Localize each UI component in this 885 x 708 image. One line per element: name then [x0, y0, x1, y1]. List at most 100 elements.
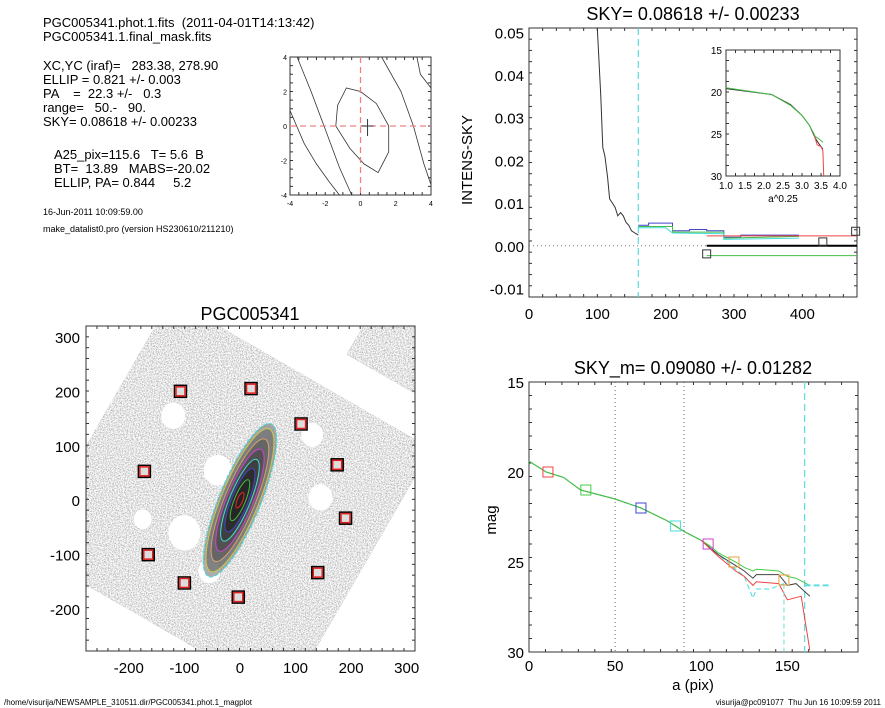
x-tick-label: 0 — [359, 201, 363, 208]
x-tick-label: 50 — [607, 658, 624, 675]
x-tick-label: -100 — [169, 660, 199, 677]
masked-star — [133, 509, 152, 530]
y-tick-label: 0 — [283, 124, 287, 131]
isophote-marker — [635, 502, 647, 514]
x-tick-label: 200 — [653, 306, 678, 323]
inset-x-tick-label: 1.5 — [738, 181, 752, 192]
isophote-marker — [580, 484, 592, 496]
mag-plot-ylabel: mag — [483, 505, 500, 534]
info-line: XC,YC (iraf)= 283.38, 278.90 — [43, 58, 219, 73]
series-profile — [596, 27, 639, 236]
sky-box — [294, 417, 308, 431]
inset-y-tick-label: 20 — [711, 88, 723, 99]
x-tick-label: 2 — [394, 201, 398, 208]
inset-y-tick-label: 25 — [711, 130, 723, 141]
x-tick-label: 100 — [689, 658, 714, 675]
sky-box — [141, 547, 155, 562]
y-tick-label: 300 — [55, 330, 80, 347]
series-red — [700, 540, 811, 651]
isophote-marker — [728, 556, 740, 568]
sky-box — [177, 576, 192, 590]
x-tick-label: 150 — [775, 658, 800, 675]
x-tick-label: 100 — [283, 660, 308, 677]
sky-box — [231, 590, 246, 604]
x-tick-label: 200 — [339, 660, 364, 677]
mag-plot-title: SKY_m= 0.09080 +/- 0.01282 — [574, 358, 812, 379]
info-program: make_datalist0.pro (version HS230610/211… — [43, 222, 233, 236]
sky-box-inner — [340, 512, 351, 524]
image-area — [86, 326, 415, 651]
sky-box-inner — [312, 567, 323, 578]
isophote-marker — [669, 520, 681, 532]
contour-line — [381, 56, 432, 185]
x-tick-label: 400 — [790, 306, 815, 323]
center-plot: -4-4 -2 -2 0 0 2 2 4 4 — [281, 55, 433, 208]
y-tick-label: -0.01 — [490, 281, 524, 298]
x-tick-label: 0 — [525, 306, 533, 323]
inset-y-tick-label: 30 — [711, 172, 723, 183]
info-date-text: 16-Jun-2011 10:09:59.00 — [43, 207, 143, 217]
x-tick-label: 300 — [721, 306, 746, 323]
image-title: PGC005341 — [200, 304, 299, 324]
sky-plot-title: SKY= 0.08618 +/- 0.00233 — [586, 4, 799, 24]
galaxy-image-plot: PGC005341 -200 -100 0 100 200 300 300 200 100 0 -10… — [50, 304, 419, 677]
sky-box-inner — [142, 549, 154, 560]
contour-line — [289, 110, 340, 196]
info-line: ELLIP = 0.821 +/- 0.003 — [43, 72, 181, 87]
inset-x-tick-label: 2.0 — [757, 181, 771, 192]
sky-box-inner — [295, 418, 307, 430]
masked-star — [161, 402, 186, 430]
mag-plot-xlabel: a (pix) — [672, 677, 714, 694]
sky-box-inner — [175, 386, 186, 397]
x-tick-label: -4 — [287, 201, 293, 208]
series-green — [528, 460, 811, 586]
inset-series-red — [812, 132, 825, 177]
footer-path: /home/visurija/NEWSAMPLE_310511.dir/PGC0… — [4, 698, 252, 707]
y-tick-label: 20 — [507, 465, 524, 482]
y-tick-label: -100 — [50, 548, 80, 565]
inset-x-tick-label: 4.0 — [833, 181, 847, 192]
info-line: ELLIP, PA= 0.844 5.2 — [54, 175, 192, 190]
y-tick-label: 15 — [507, 375, 524, 392]
sky-box-inner — [139, 466, 150, 477]
sky-box-inner — [245, 383, 257, 394]
y-tick-label: 200 — [55, 384, 80, 401]
sky-box-inner — [179, 577, 190, 589]
masked-star — [168, 515, 201, 551]
sky-box-inner — [233, 591, 244, 603]
sky-marker — [702, 249, 712, 259]
mag-plot-frame — [528, 381, 859, 653]
x-tick-label: -200 — [114, 660, 144, 677]
masked-star — [203, 454, 232, 486]
info-line: PGC005341.1.final_mask.fits — [43, 29, 212, 44]
sky-box — [137, 464, 152, 479]
sky-box — [173, 384, 188, 399]
x-tick-label: 100 — [585, 306, 610, 323]
y-tick-label: -2 — [281, 159, 287, 166]
sky-box-inner — [331, 459, 343, 471]
info-program-text: make_datalist0.pro (version HS230610/211… — [43, 224, 234, 234]
contour-line — [296, 56, 353, 196]
sky-box — [310, 565, 325, 580]
y-tick-label: 25 — [507, 555, 524, 572]
x-tick-label: 300 — [394, 660, 419, 677]
inset-xlabel: a^0.25 — [768, 194, 798, 205]
inset-x-tick-label: 3.0 — [795, 181, 809, 192]
y-tick-label: 0.03 — [495, 111, 524, 128]
footer-user-time-text: visurija@pc091077 Thu Jun 16 10:09:59 20… — [715, 698, 881, 707]
contour-line — [335, 87, 390, 174]
x-tick-label: 0 — [525, 658, 533, 675]
inset-x-tick-label: 3.5 — [814, 181, 828, 192]
magnitude-profile-plot: SKY_m= 0.09080 +/- 0.01282 mag a (pix) 0 50 1… — [483, 358, 859, 694]
info-line: PA = 22.3 +/- 0.3 — [43, 86, 162, 101]
series-black — [528, 460, 811, 597]
y-tick-label: 0.00 — [495, 239, 524, 256]
isophote-marker — [542, 466, 554, 478]
x-tick-label: 0 — [236, 660, 244, 677]
info-line: SKY= 0.08618 +/- 0.00233 — [43, 114, 197, 129]
sky-box — [330, 458, 344, 472]
series-ring-cyan — [638, 227, 799, 240]
y-tick-label: 0.02 — [495, 153, 524, 170]
sky-marker — [818, 237, 828, 247]
series-ring-green — [638, 226, 799, 239]
